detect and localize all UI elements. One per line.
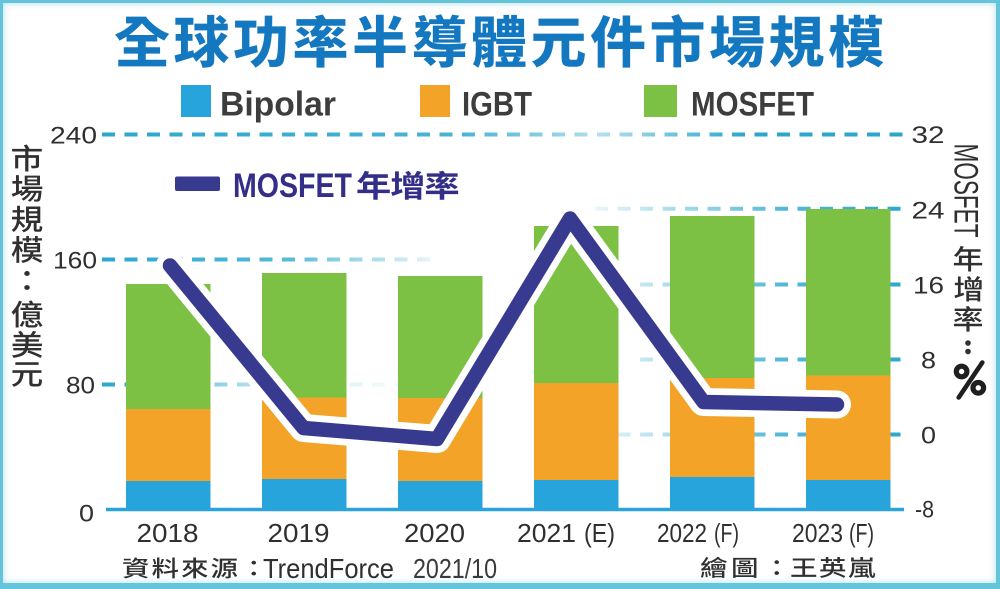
svg-text:(F): (F) bbox=[849, 518, 874, 548]
svg-text:(E): (E) bbox=[584, 518, 615, 548]
svg-text:2019: 2019 bbox=[268, 518, 330, 548]
svg-text:80: 80 bbox=[66, 372, 95, 399]
svg-text:-8: -8 bbox=[915, 496, 934, 523]
svg-text:2023: 2023 bbox=[792, 518, 843, 548]
svg-text:MOSFET: MOSFET bbox=[691, 86, 814, 124]
svg-text:0: 0 bbox=[921, 422, 936, 449]
svg-text:(F): (F) bbox=[714, 518, 739, 548]
svg-text:MOSFET: MOSFET bbox=[947, 144, 985, 238]
svg-text:24: 24 bbox=[912, 197, 945, 224]
svg-text:8: 8 bbox=[921, 347, 936, 374]
svg-text:2022: 2022 bbox=[657, 518, 707, 548]
svg-text:Bipolar: Bipolar bbox=[220, 86, 336, 124]
svg-text:16: 16 bbox=[913, 272, 944, 299]
svg-text:TrendForce: TrendForce bbox=[263, 553, 394, 584]
svg-text:2018: 2018 bbox=[137, 518, 199, 548]
svg-text:2021/10: 2021/10 bbox=[413, 553, 497, 584]
svg-text:MOSFET: MOSFET bbox=[233, 167, 352, 205]
svg-text:2020: 2020 bbox=[404, 518, 465, 548]
svg-text:0: 0 bbox=[79, 500, 94, 527]
svg-text:32: 32 bbox=[912, 122, 945, 149]
svg-text:240: 240 bbox=[50, 122, 97, 149]
svg-text:IGBT: IGBT bbox=[462, 86, 532, 124]
svg-text:2021: 2021 bbox=[517, 518, 576, 548]
svg-text:160: 160 bbox=[53, 247, 97, 274]
